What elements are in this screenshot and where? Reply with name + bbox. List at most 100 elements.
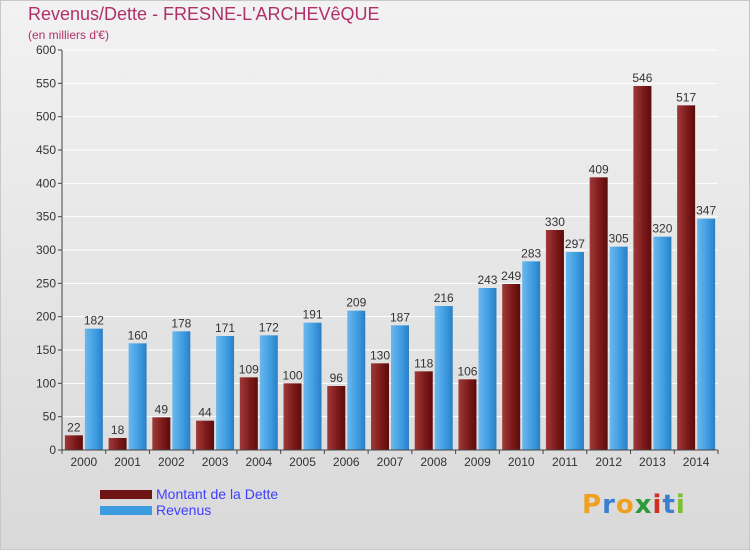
y-tick-label: 500 xyxy=(36,110,56,124)
y-tick-label: 50 xyxy=(43,410,57,424)
legend-swatch-debt xyxy=(100,489,152,499)
bar-revenus xyxy=(434,306,453,450)
bar-revenus xyxy=(128,343,147,450)
bar-debt-label: 18 xyxy=(111,423,125,437)
bar-debt xyxy=(64,435,83,450)
y-tick-label: 400 xyxy=(36,176,56,190)
bar-debt-label: 96 xyxy=(330,371,344,385)
bar-debt xyxy=(283,383,302,450)
x-tick-label: 2004 xyxy=(245,455,272,469)
bar-revenus-label: 209 xyxy=(346,296,366,310)
y-tick-label: 100 xyxy=(36,376,56,390)
y-axis-unit-label: (en milliers d'€) xyxy=(28,28,109,42)
bar-revenus-label: 160 xyxy=(128,328,148,342)
y-axis-ticks: 0 50 100 150 200 250 300 350 400 450 500 550 600 xyxy=(36,43,62,457)
legend-item-debt: Montant de la Dette xyxy=(100,486,278,502)
y-tick-label: 300 xyxy=(36,243,56,257)
bar-debt xyxy=(152,417,171,450)
bar-revenus xyxy=(347,310,366,450)
bar-revenus-label: 182 xyxy=(84,314,104,328)
y-tick-label: 550 xyxy=(36,76,56,90)
bar-debt-label: 330 xyxy=(545,215,565,229)
bar-revenus xyxy=(653,236,672,450)
bar-debt xyxy=(458,379,477,450)
bar-revenus-label: 187 xyxy=(390,310,410,324)
bar-revenus-label: 191 xyxy=(303,308,323,322)
x-tick-label: 2013 xyxy=(639,455,666,469)
bar-debt-label: 517 xyxy=(676,90,696,104)
y-tick-label: 450 xyxy=(36,143,56,157)
bar-revenus xyxy=(565,252,584,450)
logo-letter: P xyxy=(582,490,603,520)
x-tick-label: 2006 xyxy=(333,455,360,469)
bar-revenus-label: 283 xyxy=(521,246,541,260)
bar-revenus xyxy=(259,335,278,450)
bar-revenus-label: 243 xyxy=(477,273,497,287)
x-tick-label: 2005 xyxy=(289,455,316,469)
bar-debt-label: 49 xyxy=(155,402,169,416)
bar-revenus xyxy=(303,322,322,450)
data-labels: 22 182 18 160 49 178 44 171 109 172 100 191 96 209 130… xyxy=(67,71,716,437)
logo-letter: i xyxy=(675,490,686,520)
bar-revenus-label: 178 xyxy=(171,316,191,330)
x-tick-label: 2003 xyxy=(202,455,229,469)
bar-revenus xyxy=(697,218,716,450)
logo-letter: o xyxy=(615,490,635,520)
bar-revenus-label: 305 xyxy=(609,232,629,246)
x-tick-label: 2014 xyxy=(683,455,710,469)
bar-debt-label: 106 xyxy=(457,364,477,378)
x-tick-label: 2008 xyxy=(420,455,447,469)
bar-revenus-label: 172 xyxy=(259,320,279,334)
bar-revenus xyxy=(391,325,409,450)
bar-revenus-label: 216 xyxy=(434,291,454,305)
x-tick-label: 2002 xyxy=(158,455,185,469)
y-tick-label: 150 xyxy=(36,343,56,357)
bar-debt-label: 130 xyxy=(370,348,390,362)
chart-title: Revenus/Dette - FRESNE-L'ARCHEVêQUE xyxy=(28,4,380,24)
y-tick-label: 0 xyxy=(49,443,56,457)
bar-debt xyxy=(239,377,258,450)
x-tick-label: 2012 xyxy=(595,455,622,469)
x-tick-label: 2000 xyxy=(71,455,98,469)
bar-debt xyxy=(414,371,433,450)
bar-revenus xyxy=(216,336,235,450)
bar-debt xyxy=(502,284,521,450)
bar-debt-label: 409 xyxy=(589,162,609,176)
legend: Montant de la Dette Revenus xyxy=(100,486,278,518)
legend-item-revenus: Revenus xyxy=(100,502,278,518)
bar-revenus-label: 320 xyxy=(652,222,672,236)
bar-revenus-label: 347 xyxy=(696,204,716,218)
y-tick-label: 250 xyxy=(36,276,56,290)
bar-debt xyxy=(108,438,127,450)
bar-revenus xyxy=(609,246,628,450)
x-tick-label: 2009 xyxy=(464,455,491,469)
bar-debt-label: 109 xyxy=(239,362,259,376)
legend-label-revenus: Revenus xyxy=(156,502,212,518)
x-tick-label: 2011 xyxy=(552,455,578,469)
proxiti-logo: Proxiti xyxy=(582,490,686,520)
legend-swatch-revenus xyxy=(100,505,152,515)
bar-revenus-label: 171 xyxy=(215,321,235,335)
bar-debt-label: 546 xyxy=(632,71,652,85)
bar-debt-label: 44 xyxy=(198,406,212,420)
bar-debt xyxy=(545,230,564,450)
bar-revenus xyxy=(522,261,541,450)
y-tick-label: 600 xyxy=(36,43,56,57)
bar-revenus xyxy=(84,328,103,450)
bar-debt xyxy=(633,86,652,450)
logo-letter: i xyxy=(652,490,663,520)
legend-label-debt: Montant de la Dette xyxy=(156,486,279,502)
bar-debt xyxy=(196,420,215,450)
bar-revenus-label: 297 xyxy=(565,237,585,251)
x-tick-label: 2001 xyxy=(114,455,141,469)
bar-debt-label: 249 xyxy=(501,269,521,283)
x-axis-ticks: 2000 2001 2002 2003 2004 2005 2006 2007 2008 2009… xyxy=(61,450,719,469)
bar-revenus xyxy=(478,288,497,450)
bar-debt-label: 100 xyxy=(283,368,303,382)
logo-letter: x xyxy=(634,490,653,520)
bar-debt xyxy=(327,386,346,450)
bar-debt xyxy=(589,177,608,451)
logo-letter: r xyxy=(602,490,616,520)
bar-revenus xyxy=(172,331,191,450)
